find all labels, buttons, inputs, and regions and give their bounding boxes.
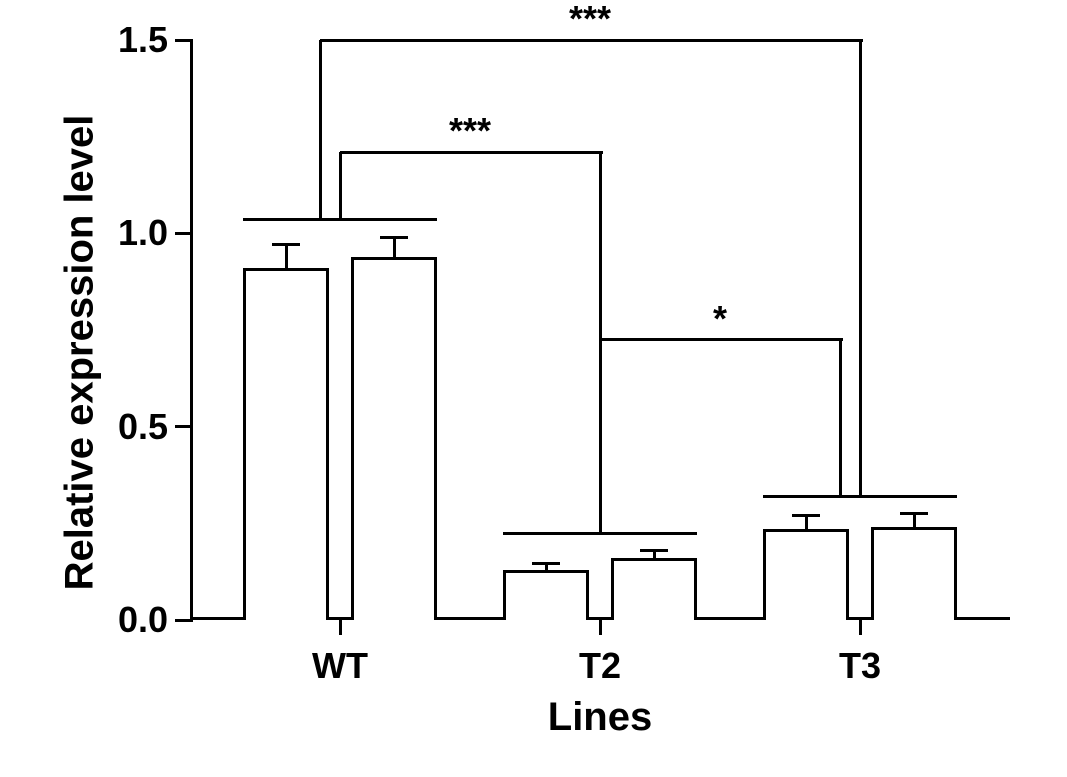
y-tick bbox=[175, 39, 193, 42]
x-tick-label: WT bbox=[312, 645, 368, 687]
x-tick-label: T2 bbox=[579, 645, 621, 687]
error-bar-cap bbox=[900, 512, 928, 515]
y-tick bbox=[175, 232, 193, 235]
significance-label: *** bbox=[569, 0, 611, 40]
significance-bracket bbox=[339, 152, 342, 220]
significance-label: *** bbox=[449, 110, 491, 152]
error-bar bbox=[285, 245, 288, 268]
bar bbox=[351, 257, 437, 620]
y-tick bbox=[175, 425, 193, 428]
bar bbox=[763, 529, 849, 620]
error-bar bbox=[393, 237, 396, 256]
y-tick-label: 1.0 bbox=[90, 212, 168, 254]
significance-bracket bbox=[319, 40, 322, 220]
error-bar bbox=[805, 516, 808, 530]
error-bar bbox=[913, 514, 916, 528]
error-bar-cap bbox=[640, 549, 668, 552]
y-axis bbox=[190, 40, 193, 620]
bar bbox=[871, 527, 957, 620]
y-tick-label: 0.5 bbox=[90, 406, 168, 448]
error-bar-cap bbox=[792, 514, 820, 517]
significance-bracket bbox=[859, 40, 862, 496]
error-bar-cap bbox=[380, 236, 408, 239]
bar bbox=[611, 558, 697, 620]
x-tick-label: T3 bbox=[839, 645, 881, 687]
significance-bracket bbox=[839, 340, 842, 497]
y-tick bbox=[175, 619, 193, 622]
error-bar-cap bbox=[272, 243, 300, 246]
significance-label: * bbox=[713, 298, 727, 340]
y-tick-label: 1.5 bbox=[90, 19, 168, 61]
bar bbox=[243, 268, 329, 620]
error-bar-cap bbox=[532, 562, 560, 565]
x-tick bbox=[859, 617, 862, 635]
x-axis-label: Lines bbox=[548, 695, 652, 740]
x-tick bbox=[339, 617, 342, 635]
significance-bracket bbox=[599, 340, 602, 533]
y-tick-label: 0.0 bbox=[90, 599, 168, 641]
x-tick bbox=[599, 617, 602, 635]
bar bbox=[503, 570, 589, 620]
bar-chart: Relative expression level Lines 0.00.51.… bbox=[90, 20, 1040, 740]
y-axis-label: Relative expression level bbox=[58, 115, 103, 591]
